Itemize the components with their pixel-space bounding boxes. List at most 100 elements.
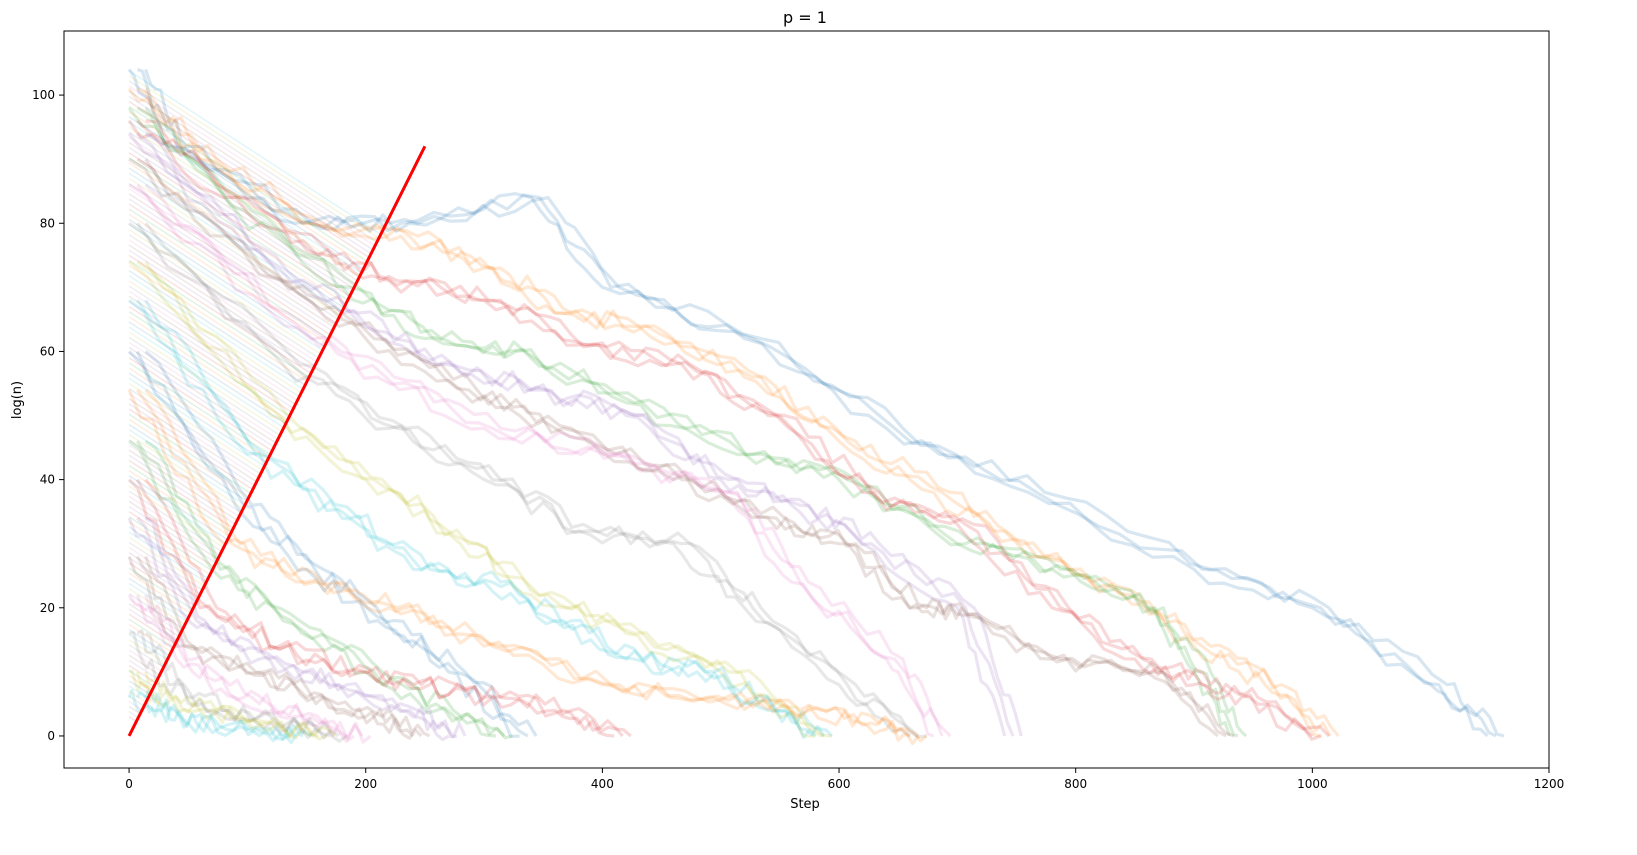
walk-series-line xyxy=(128,485,225,549)
walk-series-line xyxy=(128,623,172,653)
walk-series-line xyxy=(128,388,261,475)
walk-series-line xyxy=(127,517,450,742)
walk-series-line xyxy=(128,90,374,251)
walk-series-line xyxy=(128,357,273,452)
walk-series-line xyxy=(128,106,368,262)
walk-series-line xyxy=(128,377,265,467)
walk-series-line xyxy=(144,68,1505,738)
walk-series-line xyxy=(128,70,382,235)
highlight-line xyxy=(127,145,427,737)
walk-series-line xyxy=(128,300,294,409)
axes: 0 200 400 600 800 1000 1200 0 20 40 60 80 100 xyxy=(32,30,1564,791)
walk-series-line xyxy=(128,511,215,568)
walk-series-line xyxy=(128,562,195,607)
walk-series-line xyxy=(128,439,242,514)
walk-series-line xyxy=(136,629,340,740)
walk-series-line xyxy=(136,119,1322,741)
walk-series-line xyxy=(128,382,263,471)
walk-series-line xyxy=(128,367,269,460)
walk-series-line xyxy=(128,203,331,336)
walk-series-line xyxy=(144,671,337,738)
walk-series-line xyxy=(136,222,920,738)
walk-series-line xyxy=(128,331,283,433)
walk-series-line xyxy=(128,100,370,259)
walk-series-line xyxy=(136,388,920,746)
walk-series-line xyxy=(128,362,271,456)
walk-series-line xyxy=(136,106,1239,738)
walk-series-line xyxy=(128,347,277,444)
walk-series-line xyxy=(144,631,348,743)
walk-series-line xyxy=(128,193,335,328)
walk-series-line xyxy=(144,689,313,741)
y-tick-label: 20 xyxy=(40,601,55,615)
walk-series-line xyxy=(128,213,327,344)
walk-series-line xyxy=(128,157,349,301)
walk-series-line xyxy=(128,398,258,483)
x-tick-label: 800 xyxy=(1064,777,1087,791)
walk-series-line xyxy=(128,449,238,522)
walk-series-line xyxy=(128,541,203,591)
walk-series-line xyxy=(128,403,256,487)
walk-series-line xyxy=(128,495,221,556)
walk-series-line xyxy=(128,567,193,610)
walk-series-line xyxy=(128,631,331,740)
walk-series-line xyxy=(144,260,832,738)
walk-series-line xyxy=(144,555,431,738)
walk-series-line xyxy=(128,229,322,355)
walk-series-line xyxy=(128,341,279,440)
walk-series-line xyxy=(128,172,343,313)
walk-series-line xyxy=(128,111,366,266)
y-tick-label: 80 xyxy=(40,216,55,230)
walk-series-line xyxy=(128,244,316,367)
walk-series-line xyxy=(128,305,292,413)
walk-series-line xyxy=(128,75,380,239)
x-tick-label: 600 xyxy=(828,777,851,791)
walk-series-line xyxy=(128,221,911,738)
walk-series-line xyxy=(128,444,240,518)
walk-series-line xyxy=(128,264,308,382)
walk-series-line xyxy=(127,68,1489,738)
walk-series-line xyxy=(128,654,161,676)
walk-series-line xyxy=(128,690,147,703)
x-tick-label: 400 xyxy=(591,777,614,791)
walk-series-line xyxy=(128,475,228,541)
walk-series-line xyxy=(128,516,213,572)
walk-series-line xyxy=(128,80,378,243)
walk-series-line xyxy=(144,478,632,738)
walk-series-line xyxy=(128,326,285,429)
walk-series-line xyxy=(144,388,928,743)
walk-series-line xyxy=(127,132,1007,737)
walk-series-line xyxy=(128,254,312,375)
walk-series-line xyxy=(144,87,1340,738)
walk-series-line xyxy=(127,87,1323,738)
walk-series-line xyxy=(128,572,192,614)
y-axis-label: log(n) xyxy=(10,381,25,419)
walk-series-line xyxy=(128,700,143,711)
walk-series-line xyxy=(145,119,1331,738)
walk-series-line xyxy=(128,429,246,506)
walk-series-line xyxy=(128,526,209,579)
walk-series-line xyxy=(128,593,184,630)
walk-series-line xyxy=(136,183,944,737)
walk-series-line xyxy=(128,177,341,317)
series-fan xyxy=(128,70,382,723)
x-axis-label: Step xyxy=(790,797,820,812)
walk-series-line xyxy=(136,87,1332,737)
walk-series-line xyxy=(128,521,211,576)
walk-series-line xyxy=(128,260,816,738)
walk-series-line xyxy=(128,546,201,595)
walk-series-line xyxy=(136,67,1497,738)
walk-series-line xyxy=(128,413,252,494)
walk-series-line xyxy=(128,490,223,552)
walk-series-line xyxy=(128,639,166,665)
walk-series-line xyxy=(128,95,372,255)
walk-series-line xyxy=(128,454,236,525)
walk-series-line xyxy=(128,116,364,270)
chart-title: p = 1 xyxy=(783,8,827,27)
walk-series-line xyxy=(128,705,141,715)
walk-series-line xyxy=(128,695,145,707)
walk-series-line xyxy=(128,582,188,622)
walk-series-line xyxy=(135,594,364,741)
walk-series-line xyxy=(135,478,624,738)
